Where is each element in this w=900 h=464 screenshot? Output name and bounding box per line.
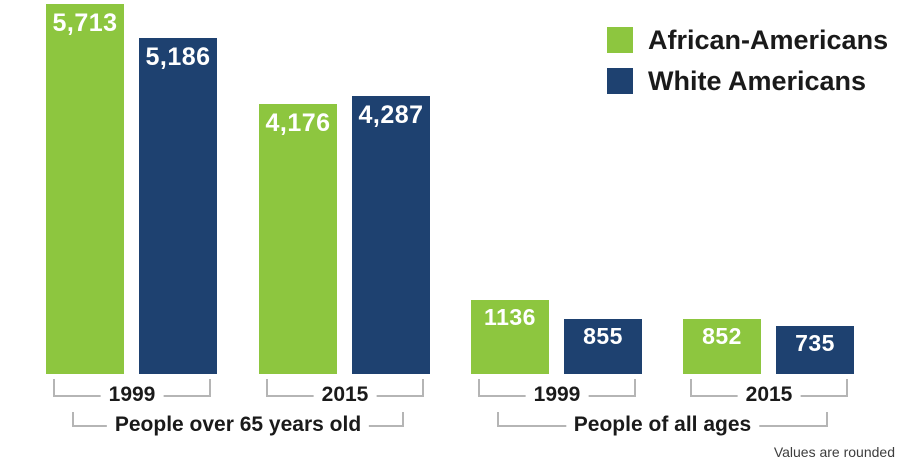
bar-value-label: 1136 [484, 304, 536, 330]
section-label: People of all ages [565, 412, 760, 438]
legend-swatch-white-americans-icon [607, 68, 633, 94]
footnote: Values are rounded [773, 444, 895, 460]
legend-label-white-americans: White Americans [648, 65, 867, 96]
bar-value-label: 5,713 [52, 9, 118, 37]
section-bracket-people-of-all-ages: People of all ages [497, 412, 828, 438]
legend: African-Americans White Americans [607, 24, 889, 109]
year-bracket-2015: 2015 [266, 379, 424, 408]
bar-value-label: 5,186 [145, 43, 211, 71]
bar-african-americans-1999-people-of-all-ages: 1136 [471, 300, 549, 374]
bar-african-americans-2015-people-over-65-years-old: 4,176 [259, 104, 337, 374]
bar-african-americans-2015-people-of-all-ages: 852 [683, 319, 761, 374]
year-label: 1999 [100, 382, 164, 408]
year-bracket-1999: 1999 [478, 379, 636, 408]
bar-value-label: 735 [795, 330, 835, 356]
bar-white-americans-1999-people-of-all-ages: 855 [564, 319, 642, 374]
legend-item-african-americans: African-Americans [607, 24, 889, 55]
section-bracket-people-over-65-years-old: People over 65 years old [72, 412, 404, 438]
bar-african-americans-1999-people-over-65-years-old: 5,713 [46, 4, 124, 374]
bar-white-americans-1999-people-over-65-years-old: 5,186 [139, 38, 217, 374]
bar-white-americans-2015-people-of-all-ages: 735 [776, 326, 854, 374]
year-bracket-1999: 1999 [53, 379, 211, 408]
bar-value-label: 855 [583, 323, 623, 349]
legend-label-african-americans: African-Americans [648, 24, 889, 55]
bar-value-label: 852 [702, 323, 742, 349]
year-bracket-2015: 2015 [690, 379, 848, 408]
legend-swatch-african-americans-icon [607, 27, 633, 53]
bar-value-label: 4,287 [358, 101, 424, 129]
legend-item-white-americans: White Americans [607, 65, 888, 96]
bar-white-americans-2015-people-over-65-years-old: 4,287 [352, 96, 430, 374]
bar-value-label: 4,176 [265, 109, 331, 137]
year-label: 1999 [525, 382, 589, 408]
year-label: 2015 [737, 382, 801, 408]
year-label: 2015 [313, 382, 377, 408]
section-label: People over 65 years old [106, 412, 370, 438]
